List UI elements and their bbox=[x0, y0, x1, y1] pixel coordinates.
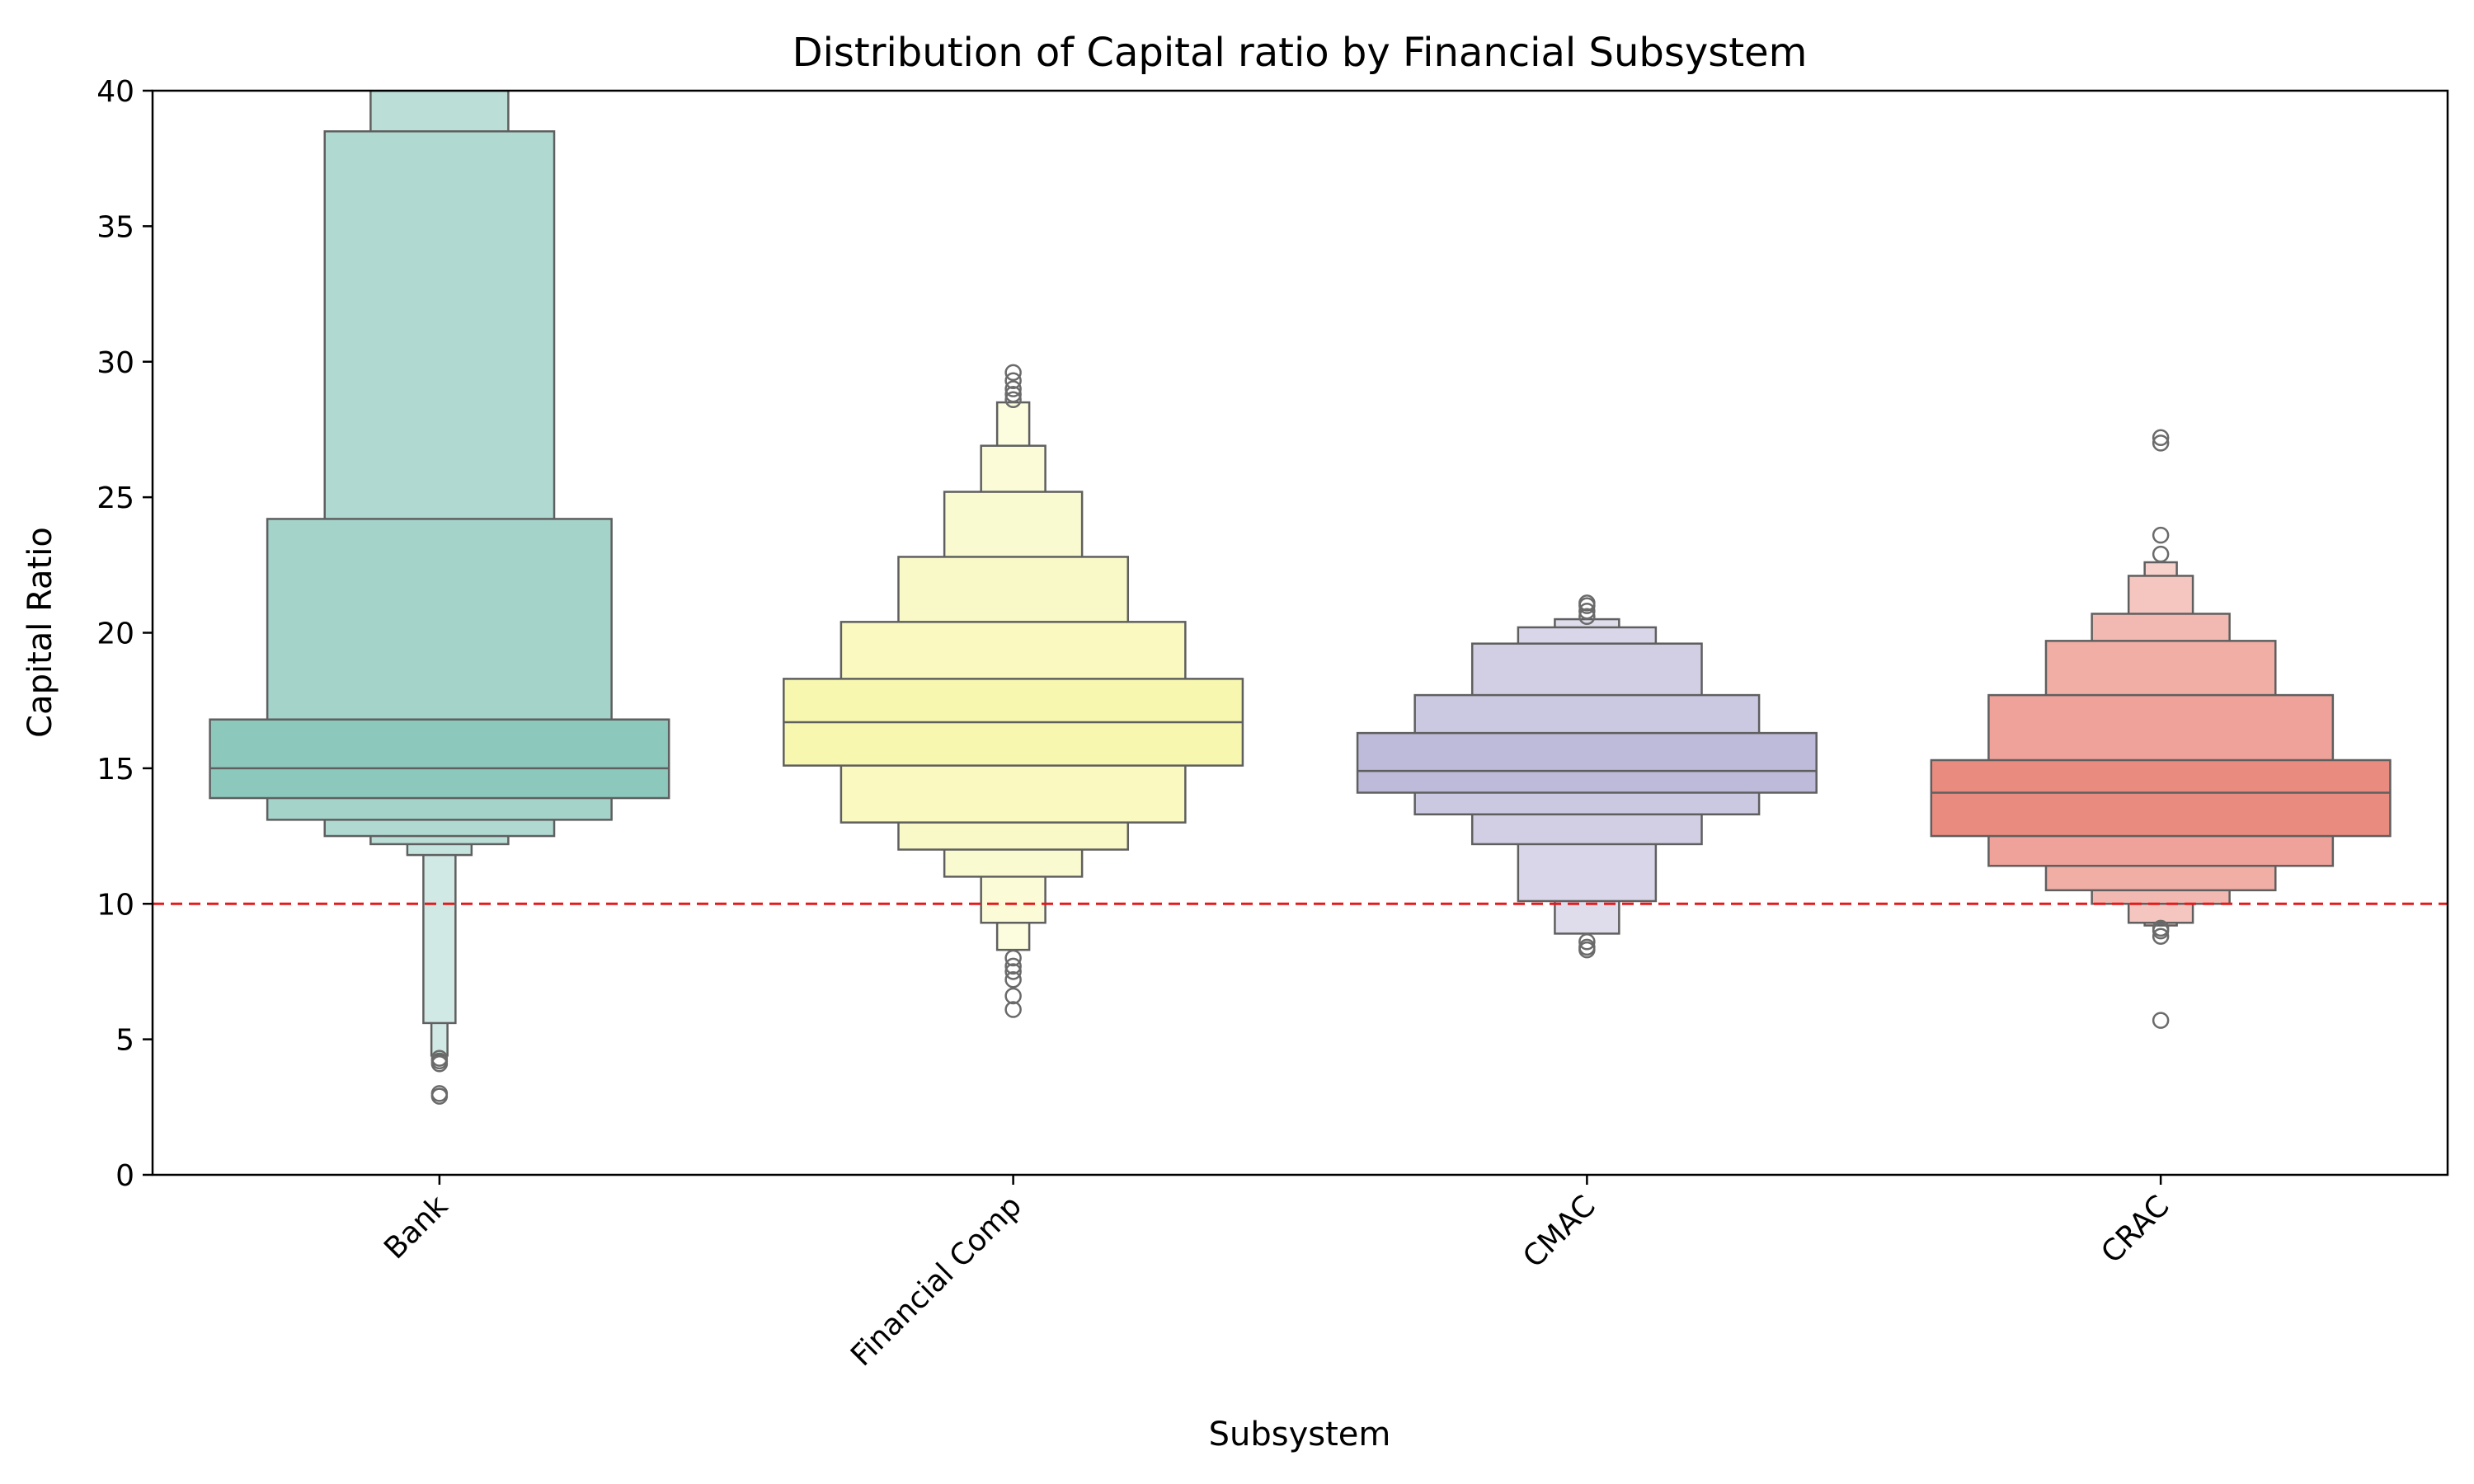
outlier-point bbox=[430, 1085, 449, 1102]
chart-title: Distribution of Capital ratio by Financi… bbox=[793, 30, 1808, 76]
boxen-group-cmac bbox=[1356, 594, 1818, 959]
outlier-point bbox=[1004, 385, 1022, 403]
outlier-point bbox=[1004, 380, 1022, 397]
outlier-point bbox=[2152, 919, 2170, 937]
boxen-group-bank bbox=[209, 91, 670, 1105]
x-axis-title: Subsystem bbox=[1209, 1416, 1391, 1453]
outlier-point bbox=[2152, 545, 2170, 563]
x-axis: Bank Financial Comp CMAC CRAC bbox=[378, 1175, 2175, 1373]
outlier-point bbox=[2152, 526, 2170, 544]
boxen-box-level-0 bbox=[209, 718, 670, 800]
boxen-box-level-0 bbox=[1356, 731, 1818, 794]
outlier-point bbox=[1578, 938, 1596, 956]
outlier-point bbox=[1004, 957, 1022, 975]
outlier-point bbox=[1578, 608, 1596, 626]
outlier-point bbox=[1004, 963, 1022, 980]
plot-area bbox=[153, 91, 2448, 1105]
y-tick-label: 0 bbox=[115, 1159, 134, 1193]
outlier-point bbox=[1004, 949, 1022, 967]
y-tick-label: 15 bbox=[96, 753, 134, 787]
outlier-point bbox=[1004, 372, 1022, 390]
y-axis-title: Capital Ratio bbox=[21, 527, 59, 738]
boxen-group-financial-comp bbox=[783, 364, 1244, 1018]
x-tick-label: CMAC bbox=[1517, 1189, 1602, 1274]
outlier-point bbox=[1004, 971, 1022, 989]
outlier-point bbox=[1004, 987, 1022, 1005]
y-axis: 0 5 10 15 20 25 30 35 40 bbox=[96, 75, 153, 1193]
outlier-point bbox=[1004, 391, 1022, 409]
outlier-point bbox=[1004, 364, 1022, 382]
y-tick-label: 20 bbox=[96, 618, 134, 651]
y-tick-label: 30 bbox=[96, 346, 134, 380]
x-tick-label: Bank bbox=[378, 1189, 454, 1266]
outlier-point bbox=[430, 1050, 449, 1067]
outlier-point bbox=[1578, 602, 1596, 620]
outlier-point bbox=[1578, 933, 1596, 951]
y-tick-label: 10 bbox=[96, 888, 134, 922]
outlier-point bbox=[2152, 1012, 2170, 1029]
y-tick-label: 25 bbox=[96, 481, 134, 515]
outlier-point bbox=[1004, 1001, 1022, 1018]
outlier-point bbox=[2152, 434, 2170, 452]
boxen-box-level-0 bbox=[1930, 758, 2392, 838]
outlier-point bbox=[1578, 594, 1596, 612]
y-tick-label: 40 bbox=[96, 75, 134, 109]
outlier-point bbox=[2152, 928, 2170, 945]
y-tick-label: 35 bbox=[96, 210, 134, 244]
outlier-point bbox=[2152, 429, 2170, 447]
y-tick-label: 5 bbox=[115, 1024, 134, 1058]
x-tick-label: CRAC bbox=[2095, 1189, 2175, 1270]
x-tick-label: Financial Comp bbox=[844, 1189, 1028, 1373]
boxen-group-crac bbox=[1930, 429, 2392, 1029]
